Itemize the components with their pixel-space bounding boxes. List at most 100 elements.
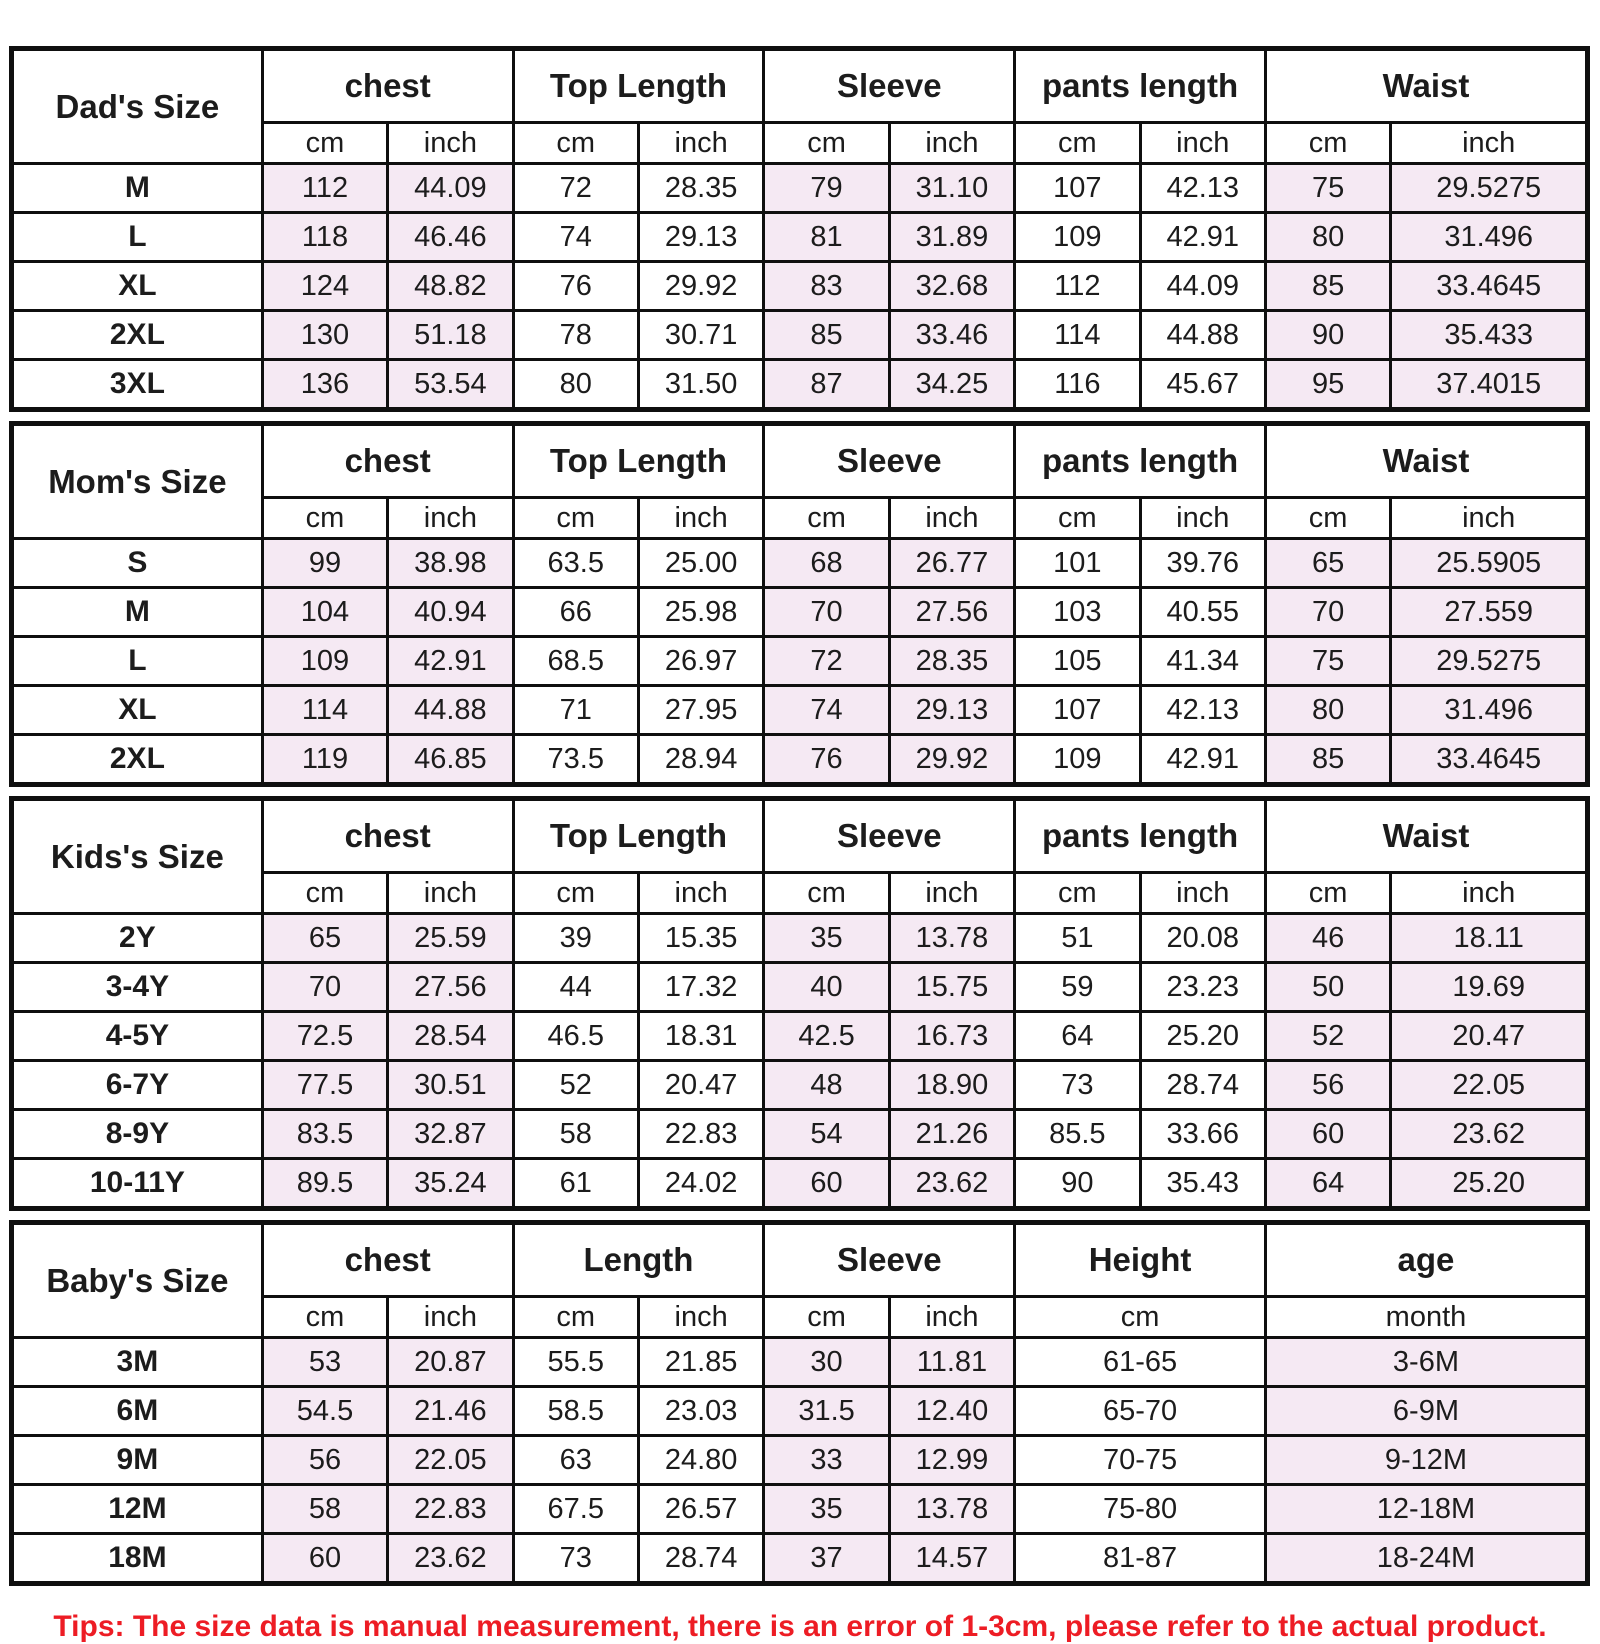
unit-label: cm	[1013, 871, 1142, 915]
column-group-waist: Waist	[1263, 422, 1590, 499]
value-cell: 26.77	[887, 537, 1017, 589]
value-cell: 12.40	[887, 1385, 1017, 1437]
value-cell: 81	[762, 211, 891, 263]
unit-label: inch	[636, 1295, 766, 1339]
value-cell: 40.55	[1138, 586, 1267, 638]
value-cell: 40.94	[386, 586, 515, 638]
value-cell: 73	[1013, 1059, 1142, 1111]
value-cell: 31.10	[887, 162, 1017, 214]
value-cell: 136	[260, 358, 390, 411]
value-cell: 48.82	[386, 260, 515, 312]
value-cell: 27.56	[887, 586, 1017, 638]
table-row: 6M 54.5 21.46 58.5 23.03 31.5 12.40 65-70 6-9M	[10, 1385, 1590, 1437]
size-label-cell: L	[10, 635, 264, 687]
value-cell: 109	[1013, 211, 1142, 263]
value-cell: 38.98	[386, 537, 515, 589]
value-cell: 101	[1013, 537, 1142, 589]
value-cell: 25.20	[1138, 1010, 1267, 1062]
column-group-chest: chest	[260, 422, 515, 499]
value-cell: 66	[511, 586, 640, 638]
column-group-pants-length: pants length	[1013, 422, 1267, 499]
table-row: 9M 56 22.05 63 24.80 33 12.99 70-75 9-12M	[10, 1434, 1590, 1486]
value-cell: 85	[762, 309, 891, 361]
value-cell: 46.5	[511, 1010, 640, 1062]
value-cell: 23.62	[386, 1532, 515, 1585]
value-cell: 54.5	[260, 1385, 390, 1437]
value-cell: 42.91	[1138, 211, 1267, 263]
table-row: XL 114 44.88 71 27.95 74 29.13 107 42.13 80 31.496	[10, 684, 1589, 736]
size-label-cell: 6M	[10, 1385, 264, 1437]
value-cell: 31.89	[887, 211, 1017, 263]
size-label-cell: 3M	[10, 1336, 264, 1388]
value-cell: 31.50	[636, 358, 766, 411]
value-cell: 81-87	[1013, 1532, 1267, 1585]
value-cell: 24.80	[636, 1434, 766, 1486]
value-cell: 29.5275	[1389, 162, 1589, 214]
value-cell: 46.46	[386, 211, 515, 263]
group-header-row: Baby's Size chest Length Sleeve Height age	[10, 1221, 1590, 1339]
value-cell: 34.25	[887, 358, 1017, 411]
value-cell: 90	[1013, 1157, 1142, 1210]
value-cell: 68.5	[511, 635, 640, 687]
value-cell: 114	[1013, 309, 1142, 361]
value-cell: 24.02	[636, 1157, 766, 1210]
value-cell: 79	[762, 162, 891, 214]
value-cell: 42.13	[1138, 684, 1267, 736]
size-label-cell: 3-4Y	[10, 961, 264, 1013]
table-row: 3XL 136 53.54 80 31.50 87 34.25 116 45.67 95 37.40…	[10, 358, 1589, 411]
value-cell: 39.76	[1138, 537, 1267, 589]
value-cell: 73.5	[511, 733, 640, 786]
value-cell: 52	[1263, 1010, 1393, 1062]
value-cell: 15.75	[887, 961, 1017, 1013]
value-cell: 58	[511, 1108, 640, 1160]
size-label-cell: 10-11Y	[10, 1157, 264, 1210]
table-row: L 109 42.91 68.5 26.97 72 28.35 105 41.34 75 29.52…	[10, 635, 1589, 687]
value-cell: 29.5275	[1389, 635, 1589, 687]
value-cell: 85	[1263, 733, 1393, 786]
table-row: M 104 40.94 66 25.98 70 27.56 103 40.55 70 27.559	[10, 586, 1589, 638]
value-cell: 35.24	[386, 1157, 515, 1210]
value-cell: 26.97	[636, 635, 766, 687]
value-cell: 95	[1263, 358, 1393, 411]
value-cell: 124	[260, 260, 390, 312]
size-label-cell: XL	[10, 260, 264, 312]
value-cell: 76	[511, 260, 640, 312]
value-cell: 58.5	[511, 1385, 640, 1437]
value-cell: 65-70	[1013, 1385, 1267, 1437]
value-cell: 25.00	[636, 537, 766, 589]
value-cell: 33.4645	[1389, 260, 1589, 312]
value-cell: 35.43	[1138, 1157, 1267, 1210]
value-cell: 109	[1013, 733, 1142, 786]
value-cell: 119	[260, 733, 390, 786]
value-cell: 11.81	[887, 1336, 1017, 1388]
size-label-cell: M	[10, 162, 264, 214]
unit-label: inch	[636, 496, 766, 540]
value-cell: 75	[1263, 635, 1393, 687]
value-cell: 74	[511, 211, 640, 263]
value-cell: 80	[511, 358, 640, 411]
value-cell: 25.20	[1389, 1157, 1589, 1210]
size-label-cell: L	[10, 211, 264, 263]
table-row: 2XL 130 51.18 78 30.71 85 33.46 114 44.88 90 35.43…	[10, 309, 1589, 361]
size-label-cell: 3XL	[10, 358, 264, 411]
value-cell: 35.433	[1389, 309, 1589, 361]
unit-label: inch	[1138, 121, 1267, 165]
table-row: 18M 60 23.62 73 28.74 37 14.57 81-87 18-24M	[10, 1532, 1590, 1585]
value-cell: 37.4015	[1389, 358, 1589, 411]
unit-label: month	[1263, 1295, 1590, 1339]
value-cell: 33.4645	[1389, 733, 1589, 786]
value-cell: 55.5	[511, 1336, 640, 1388]
unit-label: inch	[386, 1295, 515, 1339]
value-cell: 63.5	[511, 537, 640, 589]
unit-label: inch	[636, 871, 766, 915]
value-cell: 64	[1013, 1010, 1142, 1062]
value-cell: 65	[260, 912, 390, 964]
size-label-cell: 2Y	[10, 912, 264, 964]
unit-header-row: cm inch cm inch cm inch cm inch cm inch	[12, 121, 1589, 165]
section-label-baby: Baby's Size	[10, 1221, 264, 1339]
size-label-cell: M	[10, 586, 264, 638]
value-cell: 80	[1263, 211, 1393, 263]
value-cell: 30.51	[386, 1059, 515, 1111]
unit-label: inch	[887, 496, 1017, 540]
value-cell: 28.74	[1138, 1059, 1267, 1111]
